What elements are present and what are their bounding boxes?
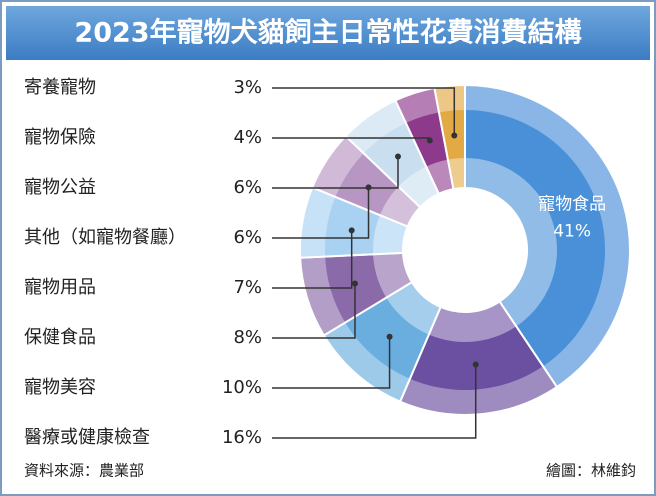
category-label: 寵物公益 xyxy=(24,177,96,198)
leader-dot xyxy=(426,137,433,144)
leader-dot xyxy=(365,184,372,191)
leader-dot xyxy=(394,153,401,160)
value-label: 4% xyxy=(233,127,262,148)
leader-dot xyxy=(348,227,355,234)
category-label: 寵物美容 xyxy=(24,377,96,398)
slice-label: 寵物食品 xyxy=(538,194,606,214)
leader-line xyxy=(272,230,353,289)
inner-band xyxy=(372,158,557,342)
value-label: 7% xyxy=(233,277,262,298)
slice-value-label: 41% xyxy=(553,221,591,241)
value-label: 6% xyxy=(233,177,262,198)
category-label: 醫療或健康檢查 xyxy=(24,427,150,448)
leader-dot xyxy=(451,132,458,139)
slice xyxy=(464,83,631,389)
credit: 繪圖：林維鈞 xyxy=(546,462,636,480)
title-bar xyxy=(6,6,650,60)
category-label: 寵物保險 xyxy=(24,127,96,148)
category-label: 寵物用品 xyxy=(24,277,96,298)
category-label: 保健食品 xyxy=(24,327,96,348)
leader-dot xyxy=(472,361,479,368)
slice xyxy=(433,83,466,191)
value-label: 16% xyxy=(222,427,262,448)
value-label: 3% xyxy=(233,77,262,98)
leader-line xyxy=(272,364,477,439)
leader-line xyxy=(272,283,356,339)
leader-dot xyxy=(351,280,358,287)
leader-dot xyxy=(386,333,393,340)
chart-title: 2023年寵物犬貓飼主日常性花費消費結構 xyxy=(74,17,581,49)
value-label: 6% xyxy=(233,227,262,248)
leader-line xyxy=(272,156,399,189)
slice xyxy=(398,300,559,416)
value-label: 8% xyxy=(233,327,262,348)
source: 資料來源：農業部 xyxy=(24,462,144,480)
leader-line xyxy=(272,87,456,136)
category-label: 其他（如寵物餐廳） xyxy=(24,227,186,248)
leader-line xyxy=(272,187,370,239)
leader-line xyxy=(272,336,391,389)
value-label: 10% xyxy=(222,377,262,398)
category-label: 寄養寵物 xyxy=(24,77,96,98)
